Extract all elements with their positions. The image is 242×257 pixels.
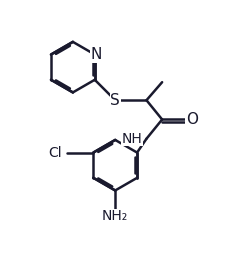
Text: O: O bbox=[186, 112, 198, 127]
Text: N: N bbox=[91, 47, 102, 62]
Text: NH₂: NH₂ bbox=[102, 209, 128, 223]
Text: S: S bbox=[110, 93, 120, 108]
Text: Cl: Cl bbox=[48, 145, 61, 160]
Text: NH: NH bbox=[121, 132, 142, 146]
